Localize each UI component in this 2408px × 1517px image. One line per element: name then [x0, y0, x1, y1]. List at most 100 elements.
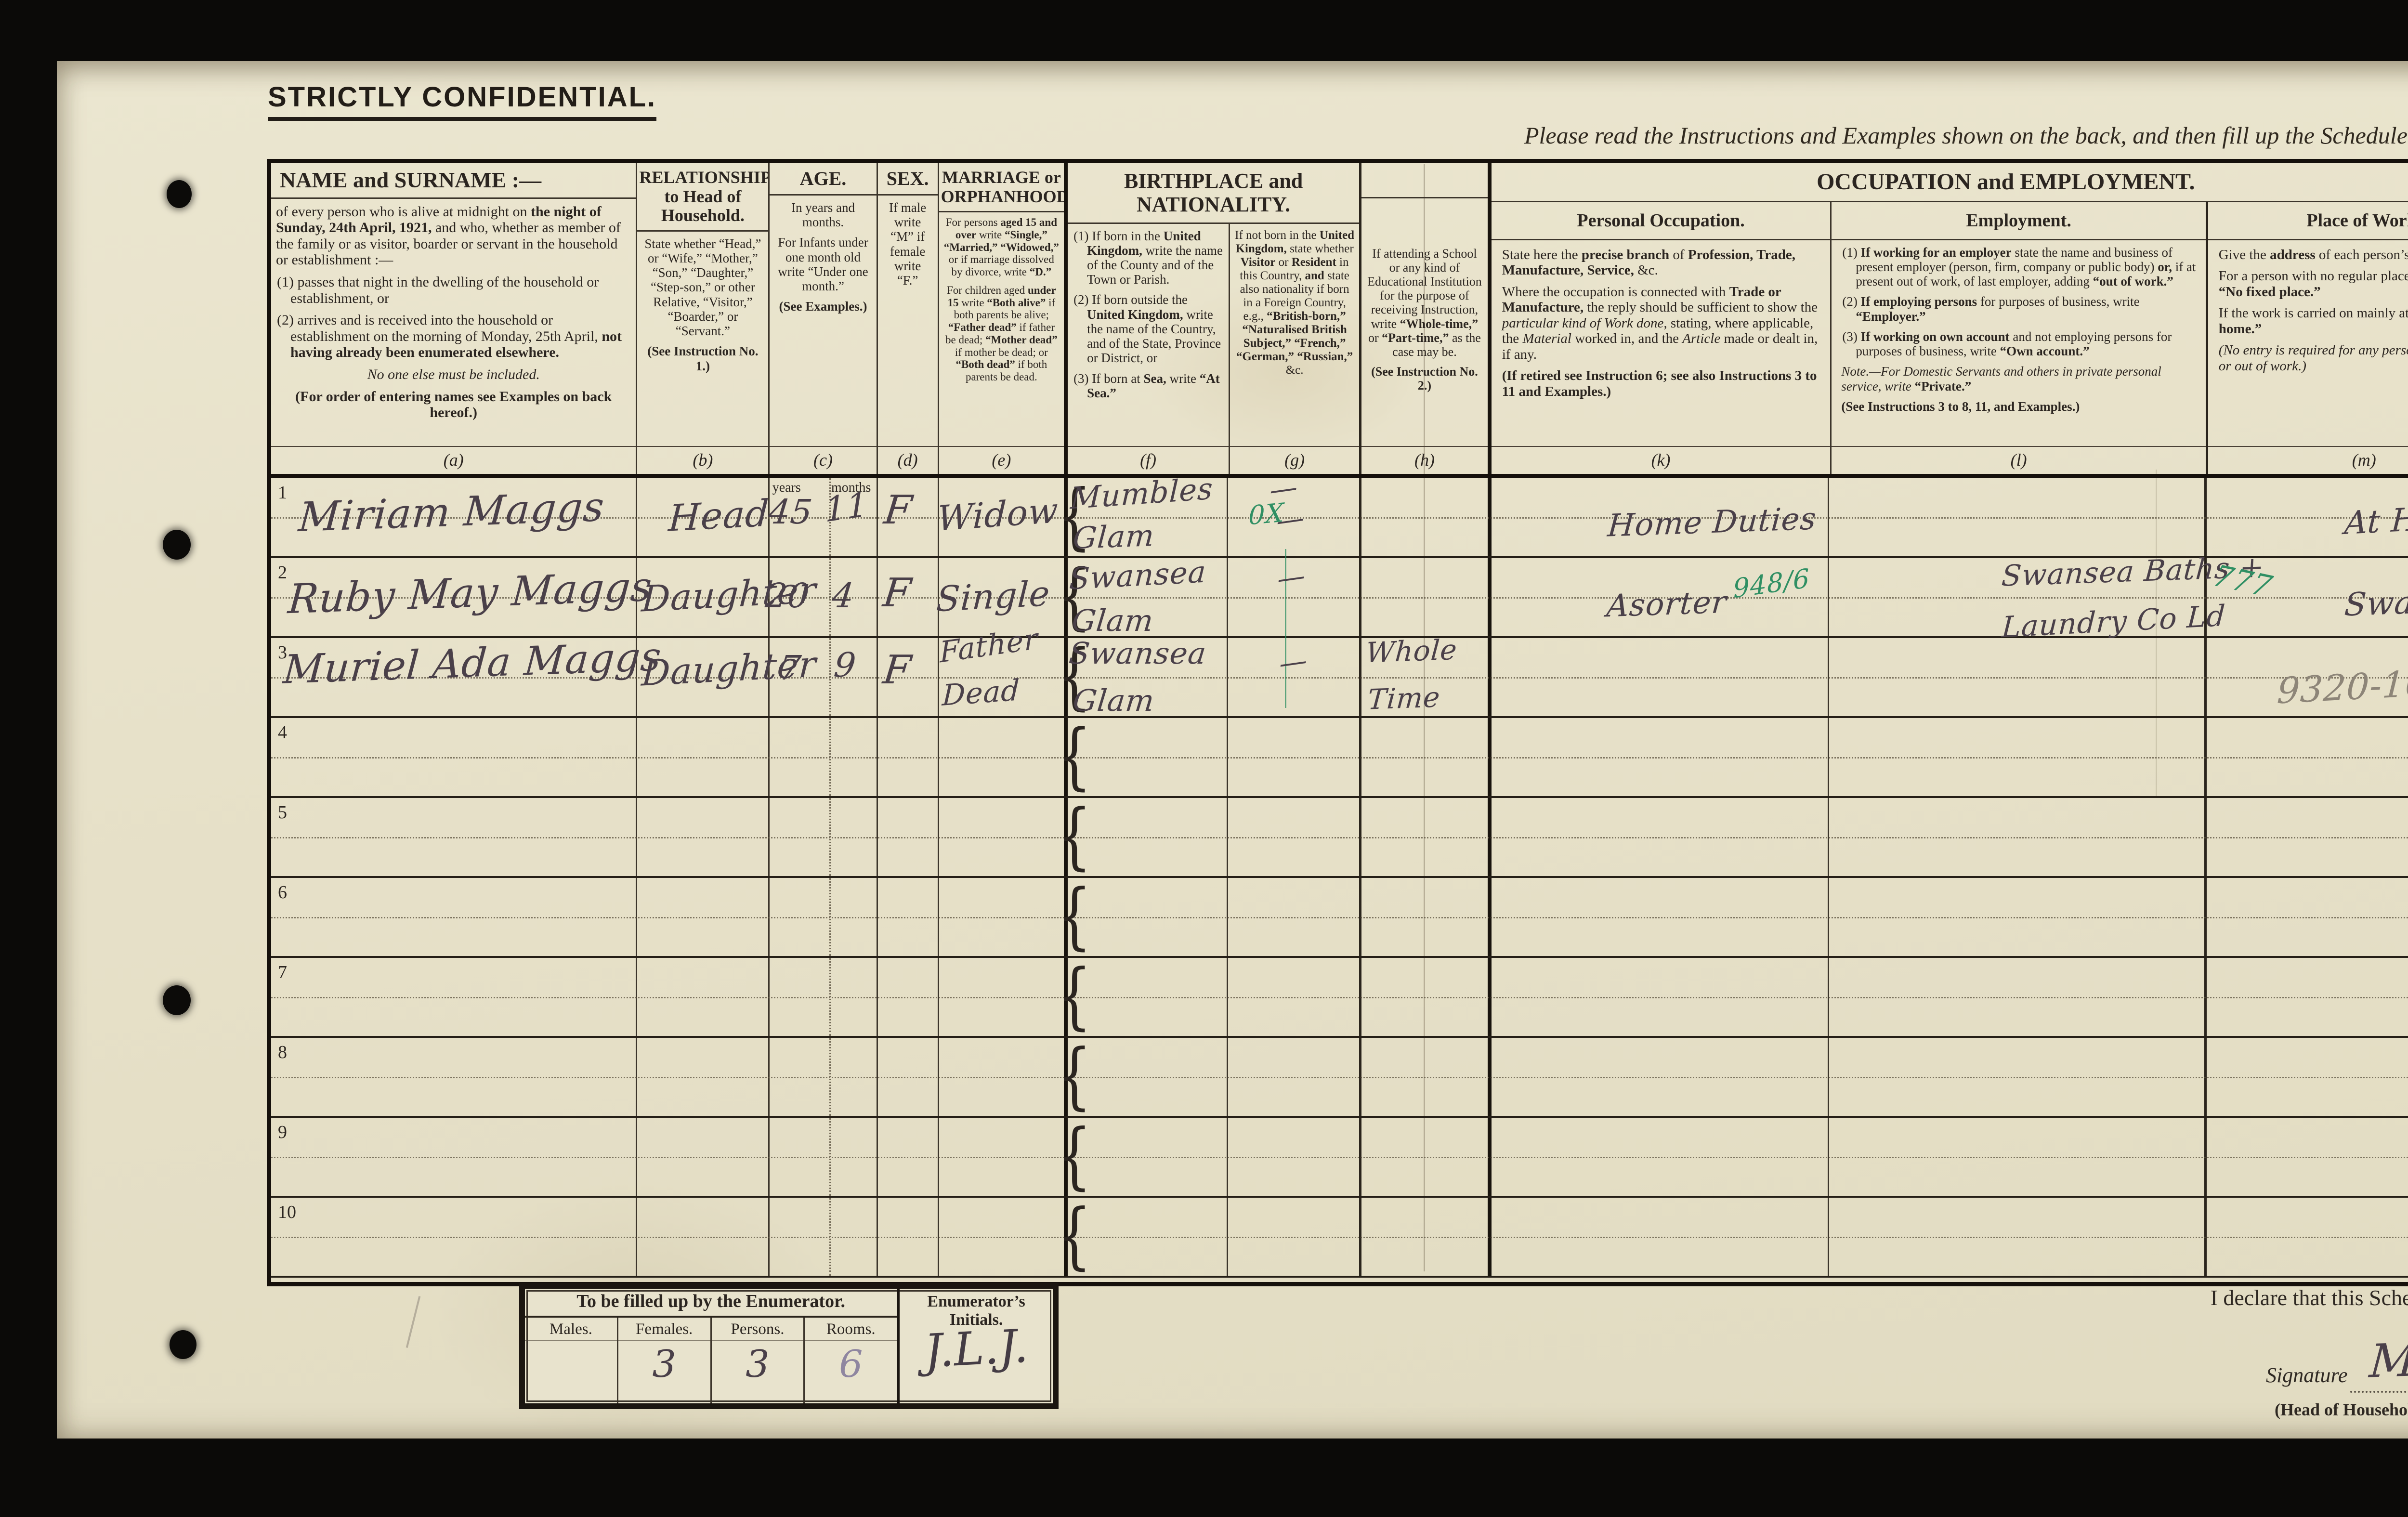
row-brace: {	[1057, 1194, 1092, 1278]
dotted-midline	[271, 837, 2408, 838]
instruction-line: Please read the Instructions and Example…	[1122, 121, 2408, 149]
handwritten-birthplace2: Glam	[1071, 683, 1156, 718]
rooms-label: Rooms.	[805, 1318, 897, 1341]
handwritten-sex: F	[881, 570, 914, 616]
handwritten-sex: F	[881, 647, 914, 693]
col-letter: (c)	[770, 446, 877, 474]
print-text: For a person with no regular place of wo…	[2218, 268, 2408, 300]
col-title: RELATIONSHIP to Head of Household.	[637, 163, 769, 232]
handwritten-age_years: 7	[777, 648, 803, 688]
dotted-midline	[271, 997, 2408, 998]
print-text: No one else must be included.	[367, 366, 540, 382]
col-letter: (m)	[2208, 446, 2408, 474]
handwritten-marriage2: Dead	[941, 673, 1021, 713]
green-ink-line	[1285, 549, 1286, 708]
table-row-10: UnderOneAge last birthday123456789101112…	[271, 1198, 2408, 1278]
table-row-4: UnderOneAge last birthday123456789101112…	[271, 718, 2408, 798]
handwritten-marriage: Widow	[936, 490, 1060, 539]
table-row-1: UnderOneAge last birthday123456789101112…	[271, 478, 2408, 558]
header-col-place-of-work: Place of Work. Give the address of each …	[2205, 202, 2408, 474]
handwritten-age_months: 4	[830, 576, 856, 615]
table-row-2: UnderOneAge last birthday123456789101112…	[271, 558, 2408, 638]
census-table: NAME and SURNAME :— of every person who …	[267, 159, 2408, 1286]
handwritten-school2: Time	[1366, 680, 1441, 716]
handwritten-age_years: 45	[766, 492, 815, 532]
females-value: 3	[652, 1343, 677, 1386]
initials-label: Enumerator’s Initials.	[927, 1293, 1025, 1329]
col-subtitle: Place of Work.	[2208, 202, 2408, 240]
handwritten-place: Swansea	[2343, 581, 2408, 624]
table-header: NAME and SURNAME :— of every person who …	[271, 163, 2408, 478]
print-text: If the work is carried on mainly at home…	[2218, 305, 2408, 337]
col-subtitle: Employment.	[1832, 202, 2206, 240]
row-number: 3	[278, 642, 287, 663]
print-text: If attending a School or any kind of Edu…	[1367, 247, 1482, 359]
group-title: OCCUPATION and EMPLOYMENT.	[1491, 163, 2408, 202]
dotted-midline	[271, 597, 2408, 599]
row-number: 4	[278, 722, 287, 743]
handwritten-nat1: —	[1277, 558, 1306, 596]
table-row-5: UnderOneAge last birthday123456789101112…	[271, 798, 2408, 878]
handwritten-nat1: —	[1279, 643, 1308, 680]
header-col-education: If attending a School or any kind of Edu…	[1359, 163, 1488, 474]
handwritten-occupation: Home Duties	[1606, 501, 1818, 544]
print-text: In years and months.	[791, 200, 855, 230]
handwritten-birthplace2: Glam	[1070, 603, 1155, 638]
enumerator-summary-box: To be filled up by the Enumerator. Males…	[519, 1283, 1059, 1409]
table-body: UnderOneAge last birthday123456789101112…	[271, 478, 2408, 1278]
dotted-midline	[271, 517, 2408, 519]
instruction-text: Please read the Instructions and Example…	[1524, 122, 2408, 149]
paper-crease	[2156, 470, 2157, 797]
print-text: For persons aged 15 and over write “Sing…	[943, 216, 1059, 278]
handwritten-age_years: 20	[763, 576, 812, 615]
col-title: MARRIAGE or ORPHANHOOD.	[939, 163, 1064, 213]
print-text: If male write “M” if female write “F.”	[889, 200, 927, 288]
print-text: (See Examples.)	[779, 299, 867, 314]
persons-label: Persons.	[711, 1318, 804, 1341]
col-title	[1361, 163, 1488, 198]
handwritten-marriage: Single	[935, 573, 1051, 620]
handwritten-birthplace1: Swansea	[1067, 636, 1208, 671]
print-text: (2) If employing persons for purposes of…	[1842, 294, 2140, 324]
print-text: Give the address of each person’s place …	[2218, 247, 2408, 262]
row-number: 7	[278, 962, 287, 982]
persons-value: 3	[746, 1343, 770, 1386]
row-brace: {	[1057, 474, 1092, 558]
males-label: Males.	[525, 1318, 617, 1341]
handwritten-sex: F	[882, 487, 915, 533]
enumerator-box-title: To be filled up by the Enumerator.	[525, 1289, 897, 1318]
col-letter: (h)	[1361, 446, 1488, 474]
row-number: 9	[278, 1122, 287, 1142]
dotted-midline	[271, 757, 2408, 758]
print-text: (3) If working on own account and not em…	[1842, 329, 2172, 359]
handwritten-age_months: 11	[824, 484, 869, 530]
months-unit-label: months	[831, 480, 871, 495]
table-row-7: UnderOneAge last birthday123456789101112…	[271, 958, 2408, 1038]
print-text: (If retired see Instruction 6; see also …	[1502, 368, 1817, 399]
col-title: NAME and SURNAME :—	[271, 163, 636, 199]
header-col-nationality: If not born in the United Kingdom, state…	[1229, 223, 1360, 474]
paper-sheet	[57, 61, 2408, 1439]
header-group-birthplace: BIRTHPLACE and NATIONALITY. (1) If born …	[1064, 163, 1360, 474]
punch-hole	[170, 1330, 196, 1359]
header-col-personal-occupation: Personal Occupation. State here the prec…	[1491, 202, 1831, 474]
handwritten-school1: Whole	[1364, 633, 1459, 669]
punch-hole	[167, 180, 192, 208]
print-text: Note.—For Domestic Servants and others i…	[1841, 364, 2161, 393]
print-text: of every person who is alive at midnight…	[276, 203, 621, 268]
header-col-employment: Employment. (1) If working for an employ…	[1830, 202, 2206, 474]
table-row-8: UnderOneAge last birthday123456789101112…	[271, 1038, 2408, 1118]
row-number: 6	[278, 882, 287, 902]
header-col-marriage: MARRIAGE or ORPHANHOOD. For persons aged…	[937, 163, 1064, 474]
print-text: If not born in the United Kingdom, state…	[1235, 228, 1355, 377]
print-text: (See Instruction No. 1.)	[647, 344, 759, 373]
col-letter: (l)	[1832, 446, 2206, 474]
header-col-sex: SEX. If male write “M” if female write “…	[876, 163, 938, 474]
females-cell: Females. 3	[616, 1318, 710, 1403]
print-text: Where the occupation is connected with T…	[1502, 284, 1818, 362]
table-row-9: UnderOneAge last birthday123456789101112…	[271, 1118, 2408, 1198]
col-subtitle: Personal Occupation.	[1491, 202, 1831, 240]
print-text: For children aged under 15 write “Both a…	[945, 284, 1058, 383]
table-row-3: UnderOneAge last birthday123456789101112…	[271, 638, 2408, 718]
col-letter: (a)	[271, 446, 636, 474]
